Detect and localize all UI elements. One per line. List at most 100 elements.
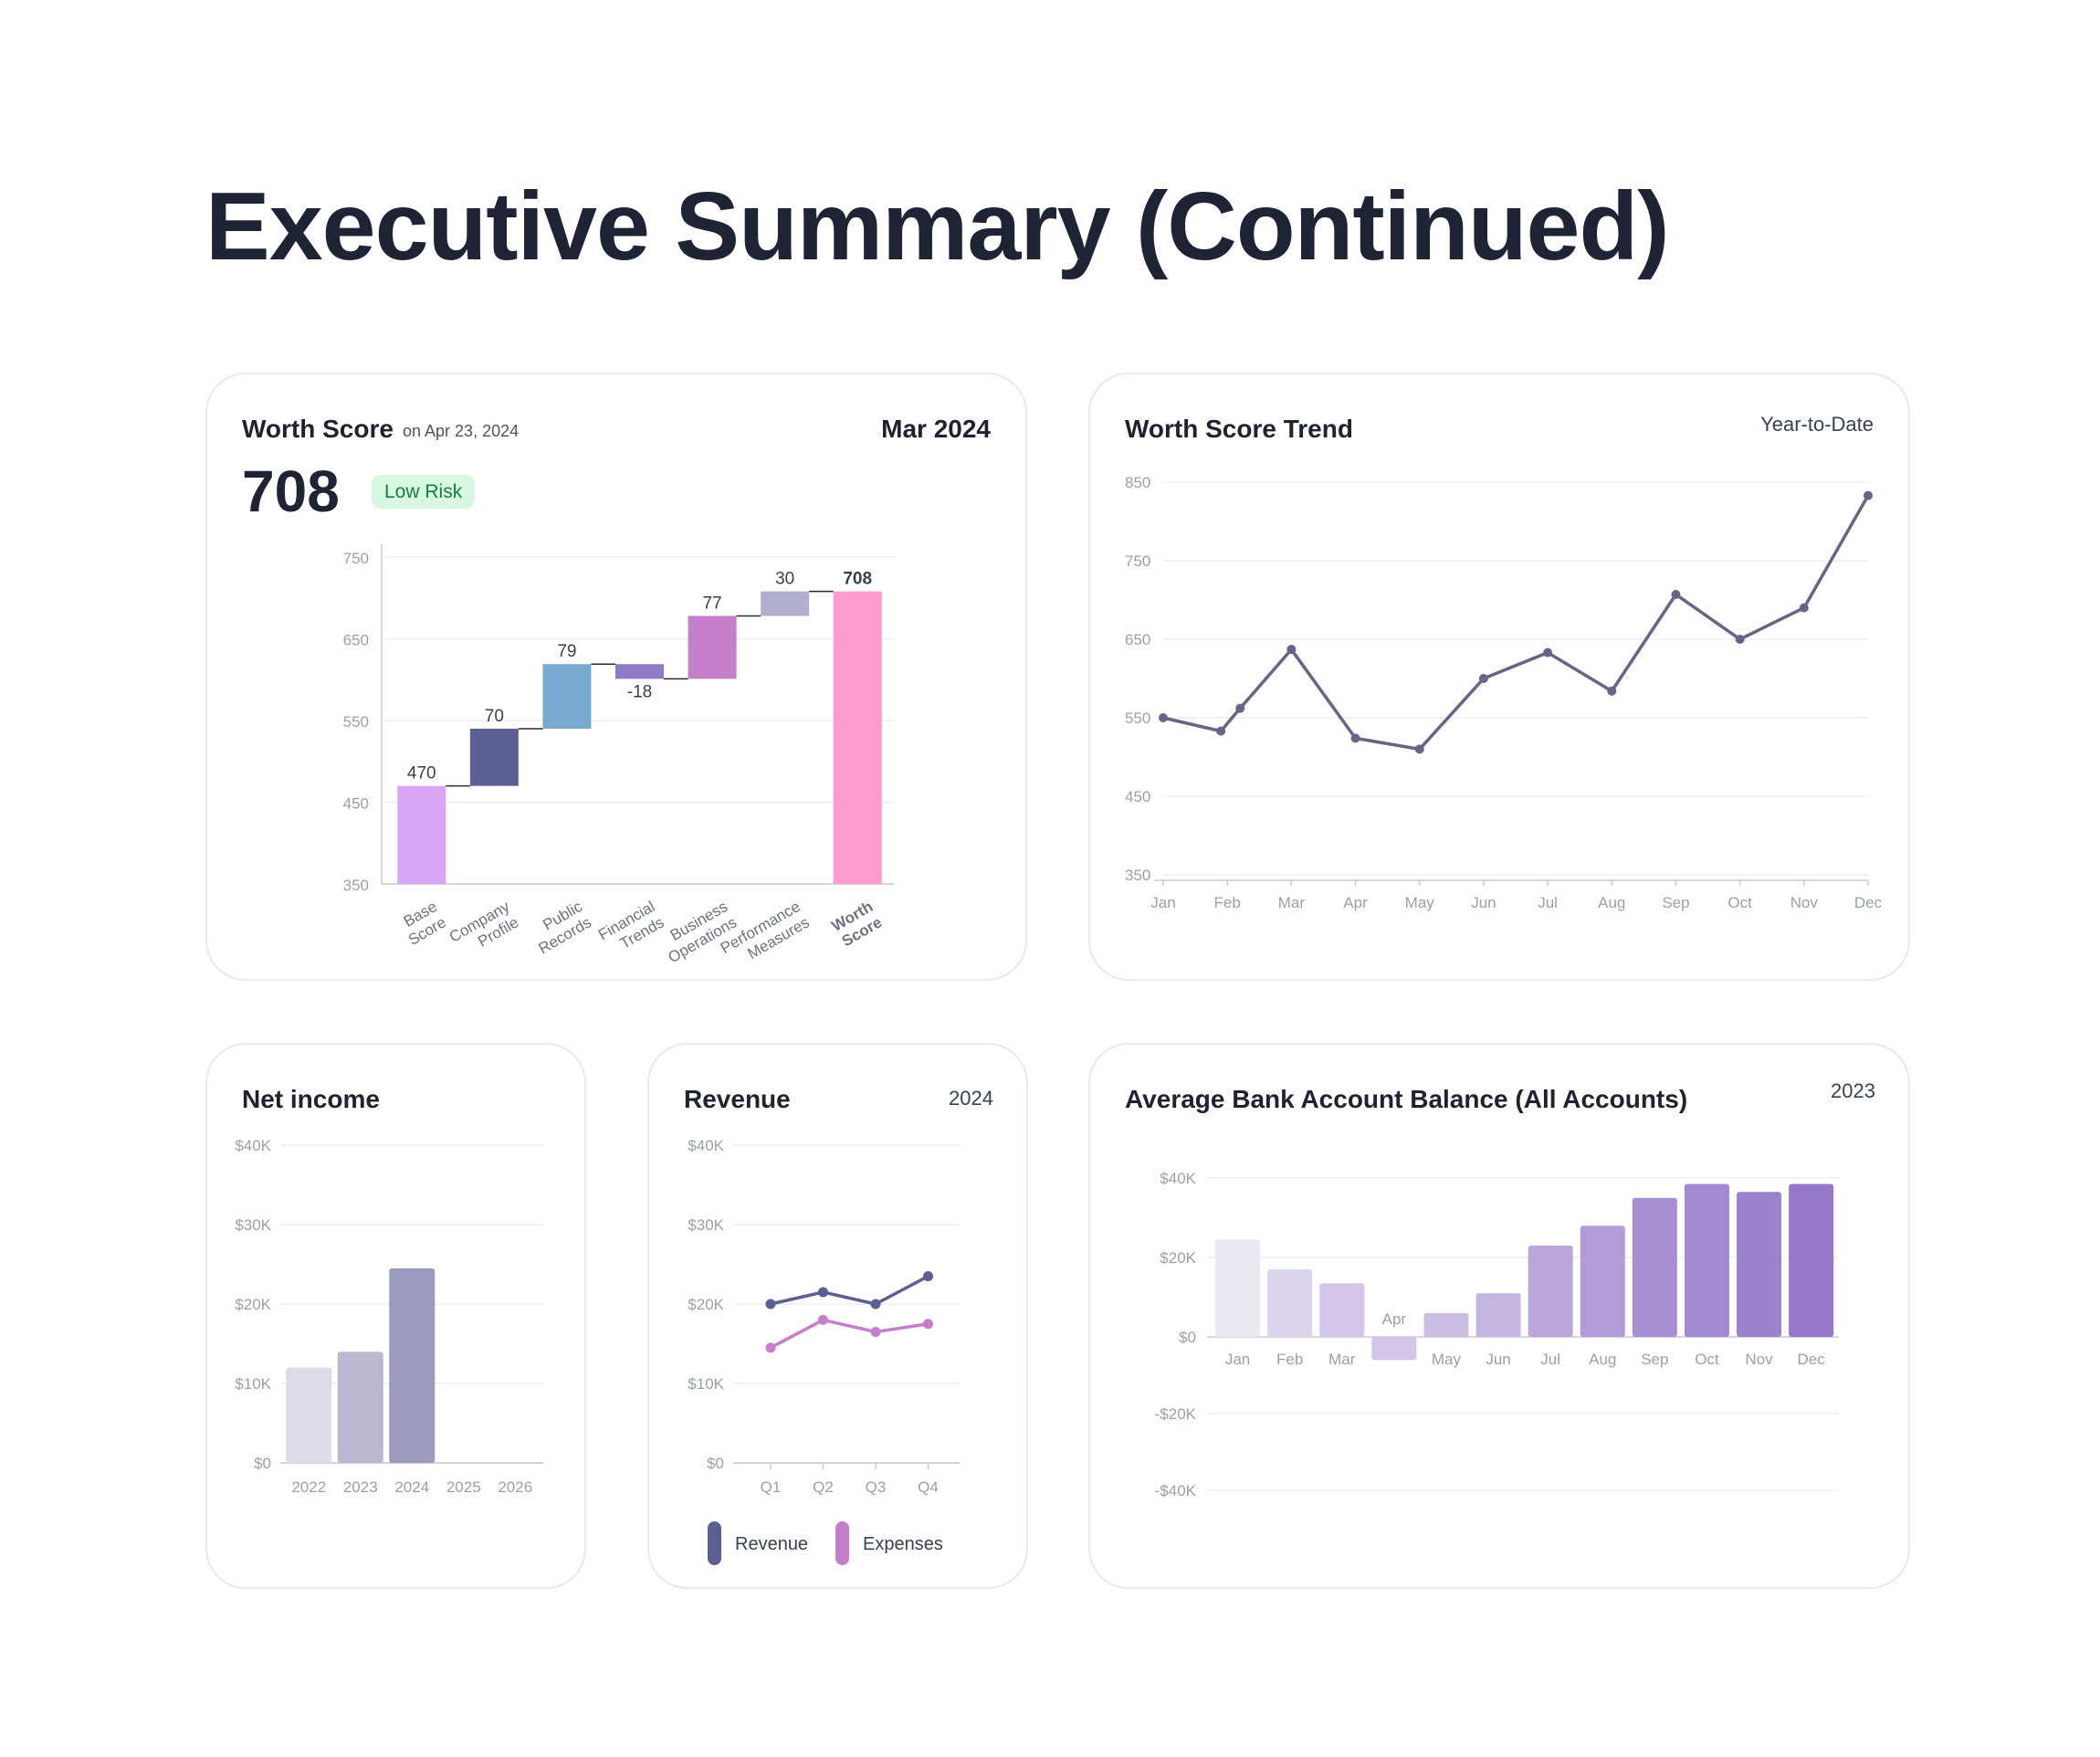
- data-label: 70: [485, 707, 504, 726]
- y-tick-label: $20K: [235, 1296, 271, 1313]
- risk-badge: Low Risk: [372, 475, 476, 509]
- net-income-bar: [337, 1352, 383, 1463]
- balance-bar: [1215, 1239, 1261, 1337]
- worth-score-date: on Apr 23, 2024: [403, 422, 520, 440]
- y-tick-label: 350: [343, 877, 369, 894]
- trend-point: [1286, 645, 1297, 655]
- waterfall-bar: [542, 664, 592, 729]
- y-tick-label: $40K: [235, 1137, 271, 1154]
- x-tick-label: 2024: [394, 1478, 429, 1496]
- bank-balance-title: Average Bank Account Balance (All Accoun…: [1125, 1085, 1688, 1113]
- x-tick-label: Sep: [1641, 1351, 1668, 1368]
- x-tick-label: Dec: [1798, 1351, 1826, 1368]
- y-tick-label: $30K: [235, 1216, 271, 1234]
- x-tick-label: 2023: [343, 1478, 378, 1496]
- series-line: [770, 1318, 929, 1350]
- legend-swatch: [708, 1521, 721, 1565]
- net-income-bar: [286, 1367, 332, 1463]
- waterfall-bar: [615, 664, 664, 679]
- y-tick-label: $40K: [1160, 1170, 1196, 1187]
- y-tick-label: -$40K: [1155, 1482, 1197, 1499]
- x-tick-label: 2025: [446, 1478, 481, 1496]
- revenue-chart: $0 $10K $20K $30K $40K Q1 Q2 Q3 Q4 Revenue Expense…: [688, 1137, 960, 1565]
- y-tick-label: 650: [1125, 631, 1150, 648]
- x-tick-label: Mar: [1328, 1351, 1356, 1368]
- y-tick-label: $10K: [235, 1375, 271, 1393]
- net-income-card: Net income $0 $10K $20K $30K $40K 2022 2023 202…: [205, 1043, 586, 1589]
- waterfall-bar: [688, 615, 737, 679]
- series-point: [923, 1319, 933, 1330]
- data-label: 30: [775, 570, 794, 589]
- y-tick-label: 750: [343, 550, 369, 567]
- x-tick-label: Jul: [1538, 894, 1558, 911]
- trend-period: Year-to-Date: [1760, 413, 1874, 436]
- x-tick-label: Aug: [1598, 894, 1625, 911]
- series-point: [818, 1314, 828, 1325]
- y-tick-label: $10K: [688, 1375, 724, 1393]
- worth-score-period: Mar 2024: [881, 415, 991, 443]
- data-label: -18: [627, 682, 652, 701]
- y-tick-label: 550: [1125, 710, 1150, 727]
- bank-balance-chart: -$40K -$20K $0 $20K $40K Jan Feb Mar Apr May Jun Ju…: [1155, 1170, 1839, 1499]
- x-tick-label: May: [1432, 1351, 1462, 1368]
- legend-label: Revenue: [735, 1534, 808, 1554]
- worth-score-trend-card: Worth Score Trend Year-to-Date 350 450 550…: [1088, 373, 1910, 981]
- balance-bar: [1632, 1197, 1677, 1337]
- trend-title: Worth Score Trend: [1125, 415, 1353, 443]
- data-label: 77: [703, 594, 722, 613]
- series-point: [765, 1299, 776, 1310]
- waterfall-bar: [833, 591, 882, 884]
- x-tick-label: Q4: [918, 1478, 939, 1496]
- x-tick-label: Jul: [1540, 1351, 1560, 1368]
- trend-point: [1159, 713, 1168, 722]
- bank-balance-card: Average Bank Account Balance (All Accoun…: [1088, 1043, 1910, 1589]
- balance-bar: [1580, 1226, 1625, 1337]
- x-tick-label: 2022: [291, 1478, 326, 1496]
- balance-bar: [1267, 1269, 1313, 1337]
- waterfall-bar: [761, 591, 810, 616]
- y-tick-label: 850: [1125, 474, 1150, 491]
- x-tick-label: Jun: [1486, 1351, 1510, 1368]
- y-tick-label: -$20K: [1155, 1405, 1197, 1423]
- worth-score-value: 708: [242, 458, 340, 524]
- balance-bar: [1528, 1245, 1573, 1337]
- y-tick-label: $20K: [1160, 1249, 1196, 1267]
- series-point: [765, 1342, 776, 1353]
- y-tick-label: $0: [254, 1455, 271, 1472]
- series-point: [923, 1271, 933, 1282]
- x-tick-label: 2026: [498, 1478, 532, 1496]
- trend-point: [1671, 589, 1681, 599]
- x-tick-label: Q1: [761, 1478, 782, 1496]
- x-tick-label: Feb: [1276, 1351, 1303, 1368]
- waterfall-bar: [469, 728, 519, 786]
- balance-bar: [1475, 1293, 1521, 1337]
- x-tick-label: Oct: [1695, 1351, 1719, 1368]
- revenue-period: 2024: [949, 1087, 993, 1110]
- trend-point: [1799, 603, 1809, 613]
- trend-point: [1543, 647, 1553, 658]
- worth-score-title: Worth Score: [242, 415, 394, 443]
- waterfall-bar: [397, 785, 446, 884]
- y-tick-label: 550: [343, 713, 369, 731]
- x-tick-label: Jun: [1471, 894, 1496, 911]
- revenue-title: Revenue: [684, 1085, 791, 1113]
- y-tick-label: 350: [1125, 867, 1150, 884]
- y-tick-label: 750: [1125, 552, 1150, 570]
- x-tick-label: Apr: [1343, 894, 1368, 911]
- data-label: 708: [843, 570, 872, 589]
- series-point: [818, 1287, 828, 1298]
- data-label: 470: [407, 764, 436, 784]
- y-tick-label: $40K: [688, 1137, 724, 1154]
- x-tick-label: Jan: [1225, 1351, 1250, 1368]
- y-tick-label: $30K: [688, 1216, 724, 1234]
- x-tick-label: Oct: [1727, 894, 1752, 911]
- balance-bar: [1789, 1184, 1834, 1337]
- trend-point: [1735, 635, 1745, 644]
- bank-balance-period: 2023: [1831, 1079, 1875, 1102]
- x-tick-label: Nov: [1745, 1351, 1773, 1368]
